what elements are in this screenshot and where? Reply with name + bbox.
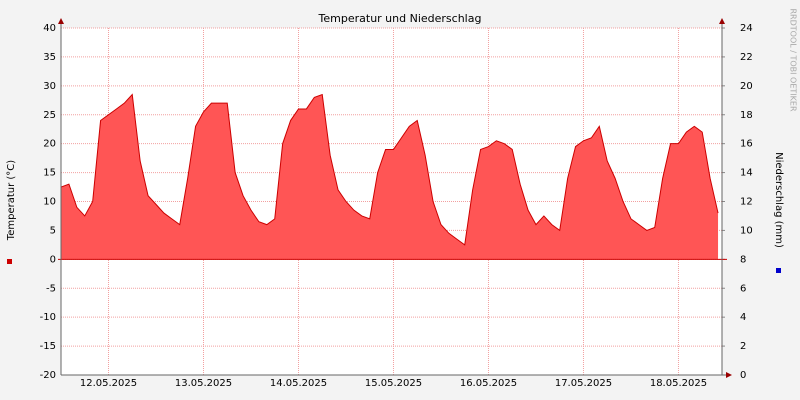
y-tick-label: 30 <box>43 81 56 92</box>
y-tick-label: -20 <box>40 370 56 381</box>
line <box>60 93 719 246</box>
y2-tick-label: 4 <box>740 312 746 323</box>
y2-tick-label: 10 <box>740 225 753 236</box>
y-tick-label: 35 <box>43 52 56 63</box>
y2-axis-label: Niederschlag (mm) <box>773 152 784 248</box>
y2-tick-label: 14 <box>740 168 753 179</box>
y2-tick-label: 6 <box>740 283 746 294</box>
y2-tick-label: 8 <box>740 254 746 265</box>
chart-title: Temperatur und Niederschlag <box>318 12 482 25</box>
y-tick-label: 10 <box>43 197 56 208</box>
x-tick-label: 18.05.2025 <box>650 378 707 389</box>
y-tick-label: 15 <box>43 168 56 179</box>
y-tick-label: 0 <box>50 254 56 265</box>
legend-marker <box>7 259 12 264</box>
x-tick-label: 13.05.2025 <box>175 378 232 389</box>
y2-tick-label: 22 <box>740 52 753 63</box>
legend-marker <box>776 268 781 273</box>
y-axis-label: Temperatur (°C) <box>6 160 17 241</box>
y2-tick-label: 20 <box>740 81 753 92</box>
y2-tick-label: 18 <box>740 110 753 121</box>
x-tick-label: 16.05.2025 <box>460 378 517 389</box>
y-tick-label: 25 <box>43 110 56 121</box>
arrow <box>58 18 64 24</box>
y2-tick-label: 24 <box>740 23 753 34</box>
watermark: RRDTOOL / TOBI OETIKER <box>789 8 798 111</box>
y-tick-label: -15 <box>40 341 56 352</box>
y-tick-label: 5 <box>50 225 56 236</box>
x-tick-label: 14.05.2025 <box>270 378 327 389</box>
area <box>61 94 719 260</box>
y2-tick-label: 0 <box>740 370 746 381</box>
y-tick-label: 40 <box>43 23 56 34</box>
arrow <box>719 18 725 24</box>
arrow <box>726 372 732 378</box>
y-tick-label: -5 <box>46 283 56 294</box>
x-tick-label: 12.05.2025 <box>80 378 137 389</box>
y2-tick-label: 16 <box>740 139 753 150</box>
y-tick-label: 20 <box>43 139 56 150</box>
y-tick-label: -10 <box>40 312 56 323</box>
y2-tick-label: 12 <box>740 197 753 208</box>
x-tick-label: 15.05.2025 <box>365 378 422 389</box>
x-tick-label: 17.05.2025 <box>555 378 612 389</box>
y2-tick-label: 2 <box>740 341 746 352</box>
